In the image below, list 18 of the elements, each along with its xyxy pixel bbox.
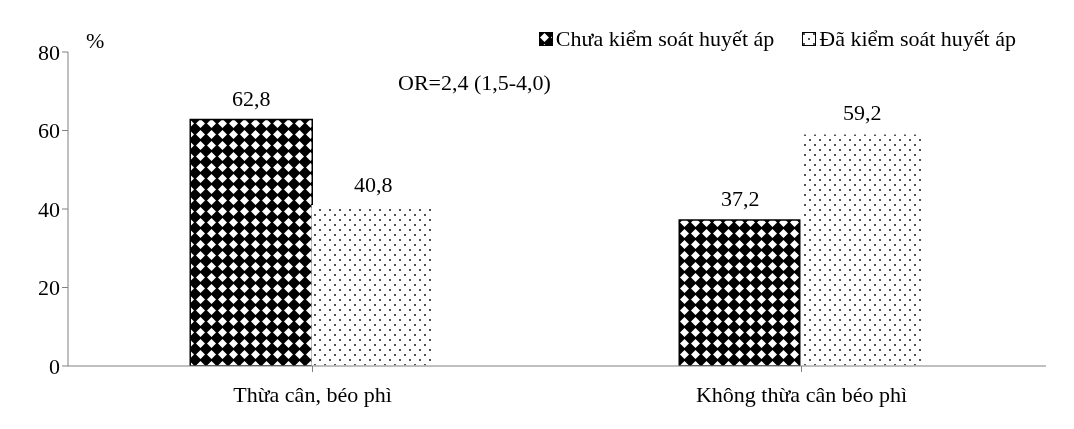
data-label: 59,2	[843, 99, 882, 125]
legend-label: Đã kiểm soát huyết áp	[819, 26, 1016, 52]
x-tick-label: Thừa cân, béo phì	[233, 381, 392, 407]
bar	[800, 132, 924, 366]
data-label: 40,8	[354, 171, 393, 197]
data-label: 37,2	[721, 185, 760, 211]
bar	[678, 219, 802, 366]
y-axis-title: %	[86, 28, 105, 54]
y-tick-label: 60	[38, 118, 60, 144]
y-tick-label: 40	[38, 196, 60, 222]
y-tick-label: 0	[49, 353, 60, 379]
bar	[189, 118, 313, 366]
y-tick-label: 80	[38, 39, 60, 65]
y-tick-label: 20	[38, 275, 60, 301]
data-label: 62,8	[232, 85, 271, 111]
x-tick-label: Không thừa cân béo phì	[695, 381, 908, 407]
legend-label: Chưa kiểm soát huyết áp	[555, 26, 775, 52]
annotation: OR=2,4 (1,5-4,0)	[398, 70, 551, 96]
